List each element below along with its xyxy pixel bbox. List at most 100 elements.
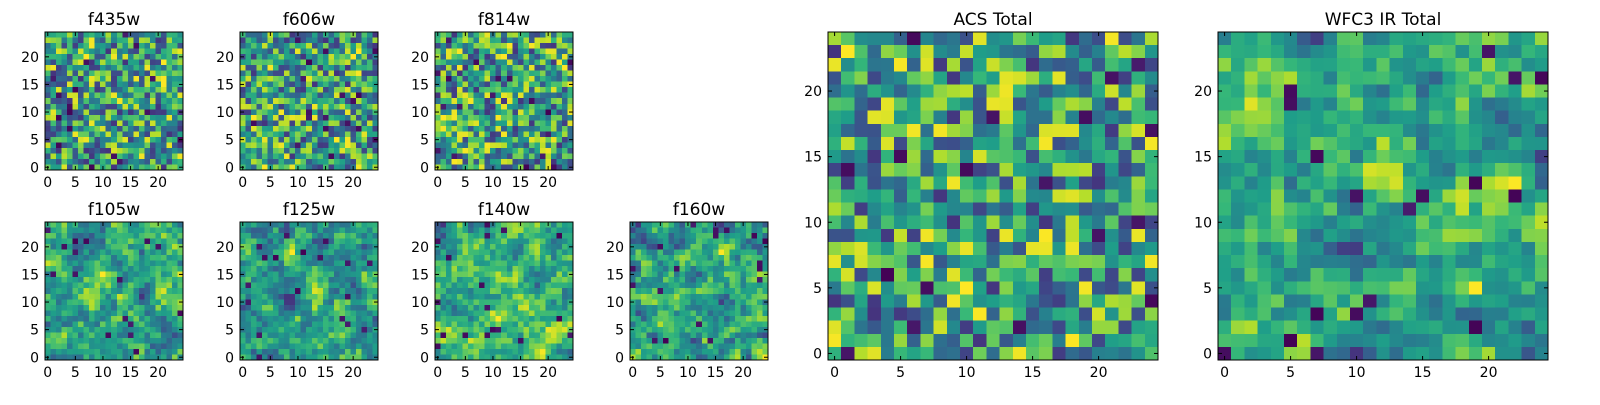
heatmap-cell: [128, 305, 134, 311]
heatmap-cell: [150, 71, 156, 77]
heatmap-cell: [95, 38, 101, 44]
heatmap-cell: [490, 131, 496, 137]
heatmap-cell: [312, 159, 318, 165]
heatmap-cell: [474, 93, 480, 99]
heatmap-cell: [1092, 71, 1106, 85]
heatmap-cell: [345, 104, 351, 110]
heatmap-cell: [960, 58, 974, 72]
heatmap-cell: [485, 255, 491, 261]
heatmap-cell: [279, 343, 285, 349]
heatmap-cell: [1039, 84, 1053, 98]
heatmap-cell: [534, 332, 540, 338]
heatmap-cell: [128, 126, 134, 132]
heatmap-cell: [95, 131, 101, 137]
heatmap-cell: [328, 98, 334, 104]
heatmap-cell: [139, 93, 145, 99]
heatmap-cell: [301, 153, 307, 159]
heatmap-cell: [479, 305, 485, 311]
heatmap-cell: [868, 45, 882, 59]
heatmap-cell: [62, 272, 68, 278]
heatmap-cell: [947, 58, 961, 72]
heatmap-cell: [696, 332, 702, 338]
heatmap-cell: [268, 233, 274, 239]
heatmap-cell: [457, 148, 463, 154]
heatmap-cell: [1132, 163, 1146, 177]
heatmap-cell: [485, 120, 491, 126]
heatmap-cell: [1132, 58, 1146, 72]
heatmap-cell: [133, 98, 139, 104]
heatmap-cell: [246, 137, 252, 143]
heatmap-cell: [518, 98, 524, 104]
heatmap-cell: [523, 49, 529, 55]
heatmap-cell: [62, 250, 68, 256]
heatmap-cell: [367, 43, 373, 49]
heatmap-cell: [262, 159, 268, 165]
heatmap-cell: [62, 115, 68, 121]
heatmap-cell: [479, 115, 485, 121]
heatmap-cell: [166, 148, 172, 154]
heatmap-cell: [45, 305, 51, 311]
heatmap-cell: [56, 250, 62, 256]
heatmap-cell: [1132, 98, 1146, 112]
heatmap-cell: [166, 137, 172, 143]
heatmap-cell: [435, 261, 441, 267]
heatmap-cell: [73, 343, 79, 349]
heatmap-cell: [551, 332, 557, 338]
heatmap-cell: [317, 65, 323, 71]
heatmap-cell: [479, 332, 485, 338]
heatmap-cell: [89, 43, 95, 49]
heatmap-cell: [139, 233, 145, 239]
heatmap-cell: [45, 153, 51, 159]
heatmap-cell: [562, 43, 568, 49]
heatmap-cell: [446, 272, 452, 278]
heatmap-cell: [290, 233, 296, 239]
heatmap-cell: [551, 87, 557, 93]
heatmap-cell: [345, 131, 351, 137]
heatmap-cell: [463, 255, 469, 261]
heatmap-cell: [257, 233, 263, 239]
heatmap-cell: [479, 60, 485, 66]
heatmap-cell: [556, 261, 562, 267]
heatmap-cell: [463, 349, 469, 355]
heatmap-cell: [881, 163, 895, 177]
heatmap-cell: [95, 310, 101, 316]
heatmap-cell: [268, 76, 274, 82]
heatmap-cell: [446, 277, 452, 283]
heatmap-cell: [496, 255, 502, 261]
heatmap-cell: [551, 65, 557, 71]
heatmap-cell: [350, 332, 356, 338]
heatmap-cell: [334, 288, 340, 294]
heatmap-cell: [501, 49, 507, 55]
heatmap-cell: [463, 327, 469, 333]
heatmap-cell: [301, 49, 307, 55]
heatmap-cell: [713, 288, 719, 294]
y-tick-label: 15: [21, 267, 39, 283]
heatmap-cell: [562, 104, 568, 110]
heatmap-cell: [246, 87, 252, 93]
heatmap-cell: [139, 153, 145, 159]
heatmap-cell: [894, 150, 908, 164]
heatmap-cell: [161, 159, 167, 165]
heatmap-cell: [523, 310, 529, 316]
x-tick-label: 0: [628, 365, 637, 381]
heatmap-cell: [457, 43, 463, 49]
heatmap-cell: [680, 261, 686, 267]
heatmap-cell: [523, 93, 529, 99]
heatmap-cell: [144, 49, 150, 55]
heatmap-cell: [986, 150, 1000, 164]
heatmap-cell: [534, 288, 540, 294]
heatmap-cell: [246, 338, 252, 344]
heatmap-cell: [496, 71, 502, 77]
heatmap-cell: [490, 137, 496, 143]
heatmap-cell: [490, 321, 496, 327]
heatmap-cell: [457, 65, 463, 71]
heatmap-cell: [323, 261, 329, 267]
heatmap-cell: [128, 255, 134, 261]
heatmap-cell: [106, 43, 112, 49]
heatmap-cell: [485, 32, 491, 38]
heatmap-cell: [133, 310, 139, 316]
heatmap-cell: [947, 71, 961, 85]
heatmap-cell: [56, 159, 62, 165]
heatmap-cell: [490, 76, 496, 82]
heatmap-cell: [172, 142, 178, 148]
